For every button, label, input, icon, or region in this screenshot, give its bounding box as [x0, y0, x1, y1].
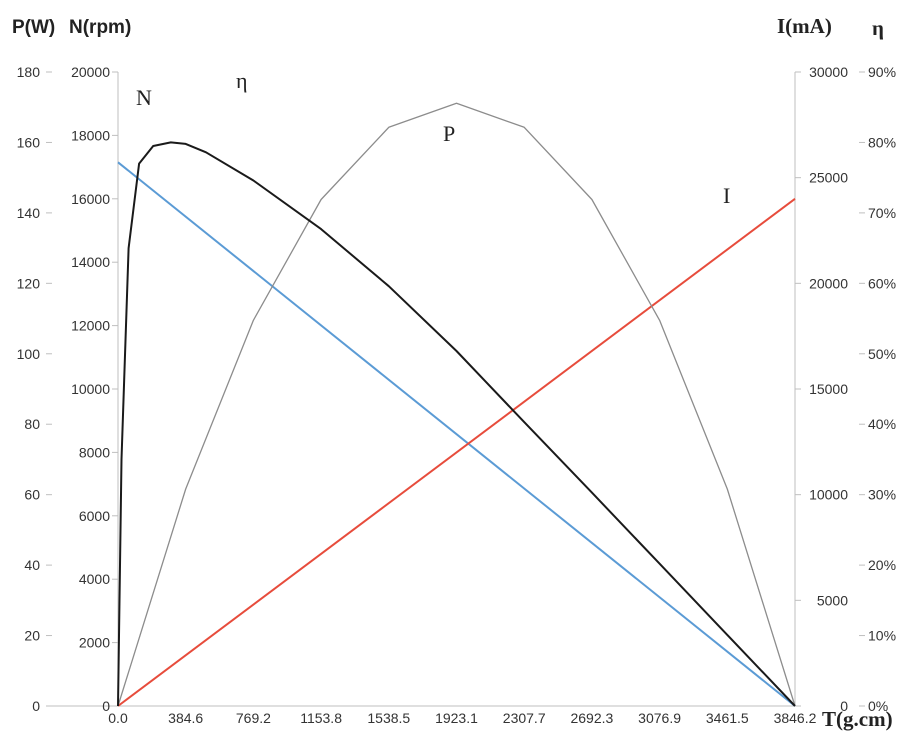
series-label-i: I [723, 183, 730, 208]
tick-label: 40% [868, 416, 896, 432]
tick-label: 15000 [809, 381, 848, 397]
tick-label: 80% [868, 134, 896, 150]
tick-label: 30000 [809, 64, 848, 80]
tick-label: 60 [24, 487, 40, 503]
series-label-eta: η [236, 68, 248, 93]
tick-label: 6000 [79, 508, 110, 524]
y-efficiency-title: η [872, 16, 884, 40]
series-line-i [117, 197, 796, 707]
tick-label: 0.0 [108, 710, 128, 726]
tick-label: 0 [32, 698, 40, 714]
tick-label: 10% [868, 628, 896, 644]
tick-label: 384.6 [168, 710, 203, 726]
y-power-ticks: 0 20 40 60 80 100 120 140 160 180 [17, 64, 52, 714]
tick-label: 1923.1 [435, 710, 478, 726]
series-line-n [117, 161, 796, 707]
tick-label: 3076.9 [638, 710, 681, 726]
tick-label: 12000 [71, 318, 110, 334]
x-torque-title: T(g.cm) [822, 707, 893, 731]
tick-label: 60% [868, 275, 896, 291]
tick-label: 70% [868, 205, 896, 221]
tick-label: 180 [17, 64, 41, 80]
y-current-ticks: 0 5000 10000 15000 20000 25000 30000 [795, 64, 848, 714]
y-current-title: I(mA) [777, 14, 832, 38]
tick-label: 0 [102, 698, 110, 714]
tick-label: 50% [868, 346, 896, 362]
series-label-n: N [136, 85, 152, 110]
tick-label: 100 [17, 346, 41, 362]
series-lines [117, 102, 796, 707]
y-power-title: P(W) [12, 17, 55, 38]
y-efficiency-ticks: 0% 10% 20% 30% 40% 50% 60% 70% 80% 90% [859, 64, 896, 714]
series-labels: N η P I [136, 68, 730, 208]
series-line-p [117, 102, 796, 707]
tick-label: 90% [868, 64, 896, 80]
tick-label: 2000 [79, 635, 110, 651]
tick-label: 20 [24, 628, 40, 644]
tick-label: 120 [17, 275, 41, 291]
tick-label: 16000 [71, 191, 110, 207]
tick-label: 2307.7 [503, 710, 546, 726]
tick-label: 25000 [809, 170, 848, 186]
tick-label: 14000 [71, 254, 110, 270]
tick-label: 80 [24, 416, 40, 432]
tick-label: 40 [24, 557, 40, 573]
series-line-efficiency [117, 141, 796, 707]
tick-label: 10000 [809, 487, 848, 503]
tick-label: 1153.8 [300, 710, 342, 726]
tick-label: 4000 [79, 571, 110, 587]
tick-label: 18000 [71, 127, 110, 143]
tick-label: 20000 [71, 64, 110, 80]
tick-label: 0 [840, 698, 848, 714]
y-speed-title: N(rpm) [69, 17, 131, 38]
tick-label: 3461.5 [706, 710, 749, 726]
plot-area [52, 72, 796, 707]
tick-label: 20% [868, 557, 896, 573]
series-label-p: P [443, 121, 455, 146]
tick-label: 5000 [817, 592, 848, 608]
tick-label: 140 [17, 205, 41, 221]
tick-label: 2692.3 [570, 710, 613, 726]
tick-label: 1538.5 [367, 710, 410, 726]
tick-label: 3846.2 [774, 710, 817, 726]
tick-label: 30% [868, 487, 896, 503]
tick-label: 769.2 [236, 710, 271, 726]
tick-label: 8000 [79, 444, 110, 460]
tick-label: 20000 [809, 275, 848, 291]
y-speed-ticks: 0 2000 4000 6000 8000 10000 12000 14000 16000 180… [71, 64, 118, 714]
tick-label: 10000 [71, 381, 110, 397]
tick-label: 0% [868, 698, 888, 714]
x-torque-ticks: 0.0 384.6 769.2 1153.8 1538.5 1923.1 2307.7 269… [108, 710, 816, 726]
tick-label: 160 [17, 134, 41, 150]
axis-titles: P(W) N(rpm) I(mA) η T(g.cm) [12, 14, 893, 731]
